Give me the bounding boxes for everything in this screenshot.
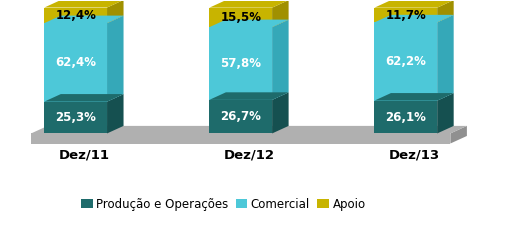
Polygon shape <box>209 92 289 100</box>
Legend: Produção e Operações, Comercial, Apoio: Produção e Operações, Comercial, Apoio <box>76 193 371 215</box>
Polygon shape <box>374 93 453 101</box>
Text: 25,3%: 25,3% <box>55 111 96 124</box>
Polygon shape <box>272 92 289 133</box>
Polygon shape <box>209 20 289 27</box>
Polygon shape <box>44 94 124 102</box>
Bar <box>44 23 107 102</box>
Text: 62,4%: 62,4% <box>55 56 96 69</box>
Polygon shape <box>374 15 453 22</box>
Polygon shape <box>31 126 467 133</box>
Polygon shape <box>44 0 124 8</box>
Bar <box>374 22 437 101</box>
Polygon shape <box>450 126 467 143</box>
Bar <box>44 102 107 133</box>
Text: 62,2%: 62,2% <box>386 55 426 68</box>
Polygon shape <box>272 20 289 100</box>
Bar <box>374 8 437 22</box>
Bar <box>209 100 272 133</box>
Text: 26,1%: 26,1% <box>386 110 426 123</box>
Polygon shape <box>107 94 124 133</box>
Bar <box>31 133 450 143</box>
Bar <box>44 8 107 23</box>
Text: Dez/12: Dez/12 <box>224 148 275 161</box>
Text: 26,7%: 26,7% <box>220 110 261 123</box>
Text: 12,4%: 12,4% <box>55 9 96 22</box>
Polygon shape <box>437 15 453 101</box>
Text: 57,8%: 57,8% <box>220 57 261 70</box>
Bar <box>374 101 437 133</box>
Text: 11,7%: 11,7% <box>386 8 426 21</box>
Text: 15,5%: 15,5% <box>220 11 261 24</box>
Polygon shape <box>437 93 453 133</box>
Bar <box>209 27 272 100</box>
Polygon shape <box>374 0 453 8</box>
Bar <box>209 8 272 27</box>
Polygon shape <box>209 0 289 8</box>
Text: Dez/13: Dez/13 <box>389 148 440 161</box>
Polygon shape <box>437 0 453 22</box>
Polygon shape <box>44 16 124 23</box>
Polygon shape <box>107 0 124 23</box>
Text: Dez/11: Dez/11 <box>58 148 109 161</box>
Polygon shape <box>272 0 289 27</box>
Polygon shape <box>107 16 124 102</box>
